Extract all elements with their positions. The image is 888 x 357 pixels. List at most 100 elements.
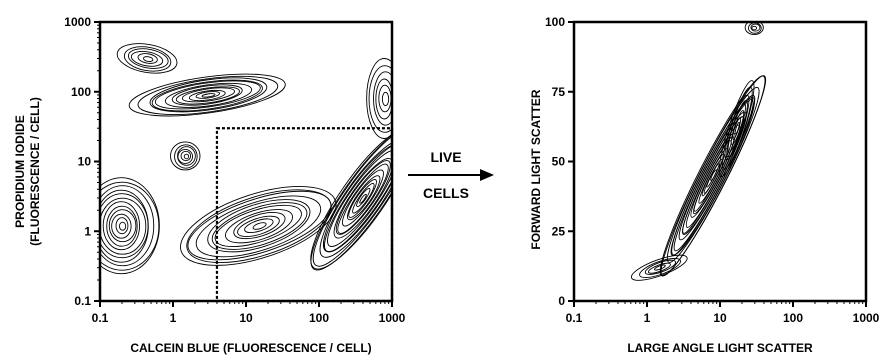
contour-line: [352, 183, 375, 214]
x-tick-label: 1: [170, 311, 177, 325]
contour-line: [337, 163, 389, 234]
contour-line: [195, 91, 221, 99]
x-tick-label: 0.1: [566, 311, 583, 325]
contour-line: [100, 197, 147, 255]
contour-line: [100, 177, 160, 275]
contour-population: [100, 177, 160, 275]
contour-line: [653, 264, 666, 271]
contour-line: [310, 127, 392, 270]
x-tick-label: 10: [239, 311, 253, 325]
contour-line: [143, 56, 154, 62]
contour-line: [102, 201, 141, 251]
left-plot-frame: [98, 20, 394, 303]
left-contours: [100, 43, 392, 275]
y-tick-label: 75: [552, 85, 566, 99]
arrow-bottom-label: CELLS: [423, 185, 469, 201]
contour-line: [174, 144, 198, 169]
contour-line: [348, 179, 377, 218]
contour-line: [233, 212, 286, 240]
contour-line: [312, 128, 392, 267]
contour-line: [180, 150, 192, 162]
right-y-axis-label: FORWARD LIGHT SCATTER: [529, 89, 543, 250]
contour-line: [118, 221, 127, 231]
contour-line: [116, 43, 178, 74]
contour-line: [175, 86, 240, 105]
y-tick-label: 1000: [64, 15, 91, 29]
x-tick-label: 100: [783, 311, 803, 325]
contour-population: [366, 58, 392, 139]
contour-line: [375, 78, 392, 120]
y-tick-label: 0.1: [74, 294, 91, 308]
contour-population: [170, 141, 201, 171]
x-tick-label: 0.1: [92, 311, 109, 325]
contour-line: [673, 99, 754, 252]
contour-line: [237, 215, 280, 238]
contour-line: [721, 86, 753, 170]
contour-line: [368, 65, 392, 133]
contour-line: [188, 89, 226, 102]
contour-line: [342, 169, 384, 227]
contour-line: [252, 222, 267, 230]
contour-line: [108, 209, 137, 243]
arrow-head-icon: [480, 169, 494, 181]
contour-line: [187, 190, 332, 261]
contour-line: [750, 23, 761, 32]
contour-population: [718, 80, 755, 178]
live-cell-gate: [215, 127, 394, 303]
contour-population: [128, 73, 286, 117]
x-tick-label: 1000: [853, 311, 880, 325]
contour-line: [310, 126, 392, 271]
contour-line: [225, 209, 294, 244]
y-tick-label: 50: [552, 155, 566, 169]
contour-line: [115, 217, 129, 235]
contour-population: [180, 186, 337, 266]
contour-line: [727, 103, 747, 153]
right-axes: 0.1 1 10 100 1000 0 25 50 75 100: [545, 15, 880, 325]
contour-line: [181, 87, 235, 103]
y-tick-label: 25: [552, 224, 566, 238]
contour-line: [630, 254, 688, 281]
contour-line: [128, 73, 286, 117]
left-y-axis-label-line1: PROPIDIUM IODIDE: [13, 115, 27, 228]
contour-line: [164, 82, 253, 108]
left-axes: 0.1 1 10 100 1000 0.1 1 10 100 1000: [64, 15, 405, 325]
contour-line: [335, 160, 391, 235]
contour-line: [323, 143, 392, 253]
contour-line: [734, 121, 740, 135]
x-tick-label: 1000: [379, 311, 406, 325]
right-contours: [630, 22, 767, 281]
contour-line: [151, 79, 263, 112]
contour-line: [730, 110, 745, 146]
contour-line: [100, 185, 155, 267]
contour-line: [319, 139, 392, 258]
contour-line: [324, 143, 392, 253]
contour-line: [726, 100, 748, 158]
contour-line: [100, 189, 149, 263]
contour-line: [685, 124, 741, 228]
contour-line: [347, 175, 381, 221]
contour-line: [724, 94, 750, 161]
left-y-axis-label-line2: (FLUORESCENCE / CELL): [28, 97, 42, 246]
gate-rectangle: [215, 127, 394, 303]
contour-line: [359, 193, 367, 204]
contour-line: [207, 199, 311, 253]
x-tick-label: 100: [309, 311, 329, 325]
left-x-axis-label: CALCEIN BLUE (FLUORESCENCE / CELL): [130, 341, 371, 355]
contour-line: [751, 25, 758, 31]
contour-line: [123, 46, 172, 72]
contour-line: [186, 189, 332, 263]
contour-line: [378, 84, 392, 113]
contour-line: [744, 22, 764, 36]
contour-line: [100, 193, 149, 259]
contour-line: [201, 93, 216, 98]
contour-line: [639, 257, 681, 278]
contour-line: [211, 202, 308, 250]
arrow-top-label: LIVE: [430, 149, 461, 165]
contour-line: [373, 71, 392, 126]
contour-line: [170, 141, 201, 171]
right-panel: 0.1 1 10 100 1000 0 25 50 75 100 LARGE ANGLE LIGH…: [529, 15, 880, 355]
contour-line: [137, 53, 158, 64]
contour-line: [710, 169, 718, 181]
left-panel: 0.1 1 10 100 1000 0.1 1 10 100 1000 CALCEIN BLUE …: [13, 15, 406, 355]
y-tick-label: 0: [558, 294, 565, 308]
